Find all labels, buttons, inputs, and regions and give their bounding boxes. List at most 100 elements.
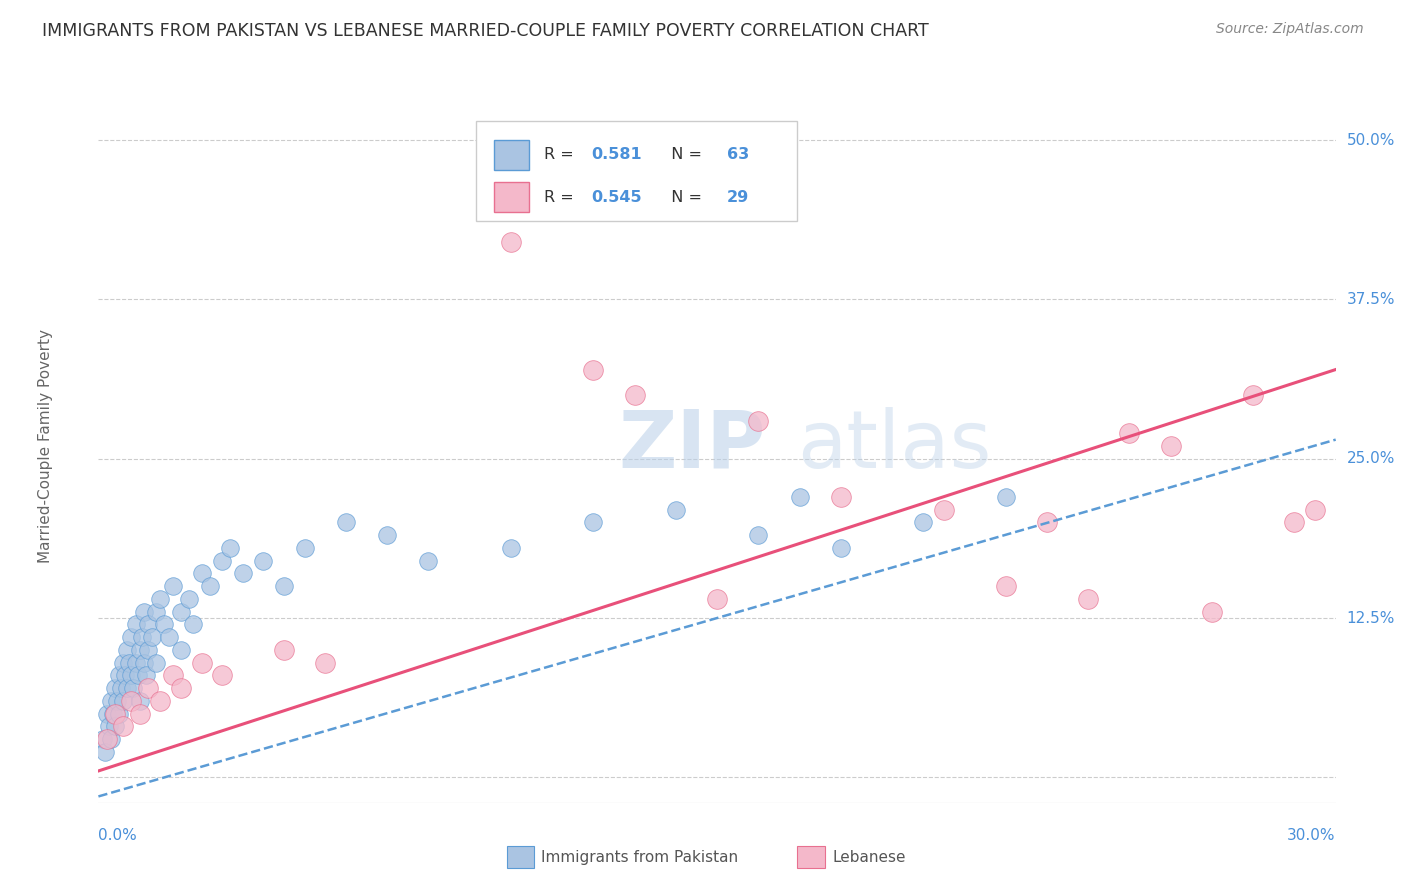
Point [1036, 516, 1059, 530]
Point [114, 668, 136, 682]
Point [117, 643, 139, 657]
Point [912, 516, 935, 530]
Point [1241, 388, 1264, 402]
Point [273, 579, 295, 593]
Point [96, 732, 118, 747]
Point [149, 694, 172, 708]
Point [141, 630, 163, 644]
Text: 0.581: 0.581 [591, 147, 641, 162]
Point [101, 706, 124, 721]
Point [93, 745, 115, 759]
Point [91, 732, 114, 747]
Point [335, 516, 357, 530]
Point [294, 541, 316, 555]
Point [747, 528, 769, 542]
Point [145, 605, 167, 619]
Point [131, 630, 153, 644]
Point [232, 566, 254, 581]
Text: 37.5%: 37.5% [1347, 292, 1395, 307]
Point [623, 388, 645, 402]
Point [162, 668, 184, 682]
Point [418, 554, 440, 568]
Point [112, 656, 135, 670]
Point [198, 579, 221, 593]
Point [132, 605, 155, 619]
Point [112, 719, 135, 733]
Point [211, 554, 233, 568]
Point [932, 502, 955, 516]
Point [96, 706, 118, 721]
Point [499, 541, 522, 555]
Point [136, 617, 159, 632]
FancyBboxPatch shape [475, 121, 797, 221]
Point [122, 681, 145, 695]
Point [994, 490, 1017, 504]
FancyBboxPatch shape [495, 182, 529, 212]
Point [135, 668, 157, 682]
Point [157, 630, 180, 644]
Point [830, 541, 852, 555]
Text: IMMIGRANTS FROM PAKISTAN VS LEBANESE MARRIED-COUPLE FAMILY POVERTY CORRELATION C: IMMIGRANTS FROM PAKISTAN VS LEBANESE MAR… [42, 22, 929, 40]
Point [108, 706, 131, 721]
Point [582, 362, 605, 376]
Point [100, 732, 122, 747]
Point [665, 502, 688, 516]
Point [211, 668, 233, 682]
Point [582, 516, 605, 530]
Point [830, 490, 852, 504]
Point [499, 235, 522, 249]
Point [100, 694, 122, 708]
Point [128, 694, 150, 708]
Point [153, 617, 176, 632]
Point [124, 617, 146, 632]
FancyBboxPatch shape [797, 846, 825, 869]
Point [145, 656, 167, 670]
Text: R =: R = [544, 190, 579, 205]
Point [127, 668, 149, 682]
Text: Immigrants from Pakistan: Immigrants from Pakistan [541, 849, 738, 864]
Point [706, 591, 728, 606]
Point [124, 656, 146, 670]
Point [128, 643, 150, 657]
Point [132, 656, 155, 670]
Point [104, 719, 127, 733]
Text: N =: N = [661, 147, 707, 162]
Text: 12.5%: 12.5% [1347, 610, 1395, 625]
Point [747, 413, 769, 427]
Point [1118, 426, 1140, 441]
Point [110, 681, 132, 695]
Point [120, 630, 142, 644]
Point [112, 694, 135, 708]
Text: ZIP: ZIP [619, 407, 765, 485]
Point [1077, 591, 1099, 606]
Point [104, 681, 127, 695]
Point [120, 668, 142, 682]
Point [105, 694, 128, 708]
Point [252, 554, 274, 568]
Point [1160, 439, 1182, 453]
Point [120, 694, 142, 708]
Text: 63: 63 [727, 147, 749, 162]
Point [789, 490, 811, 504]
Point [314, 656, 336, 670]
FancyBboxPatch shape [495, 139, 529, 169]
Point [136, 643, 159, 657]
Text: atlas: atlas [797, 407, 991, 485]
Point [117, 681, 139, 695]
Point [179, 591, 201, 606]
Text: R =: R = [544, 147, 579, 162]
Point [170, 643, 193, 657]
Text: Lebanese: Lebanese [832, 849, 905, 864]
Point [128, 706, 150, 721]
Point [190, 656, 212, 670]
Point [273, 643, 295, 657]
Point [108, 668, 131, 682]
Point [219, 541, 242, 555]
Point [1201, 605, 1223, 619]
Text: 0.0%: 0.0% [98, 828, 138, 843]
Text: 0.545: 0.545 [591, 190, 641, 205]
Point [190, 566, 212, 581]
Point [994, 579, 1017, 593]
Point [375, 528, 398, 542]
Point [149, 591, 172, 606]
